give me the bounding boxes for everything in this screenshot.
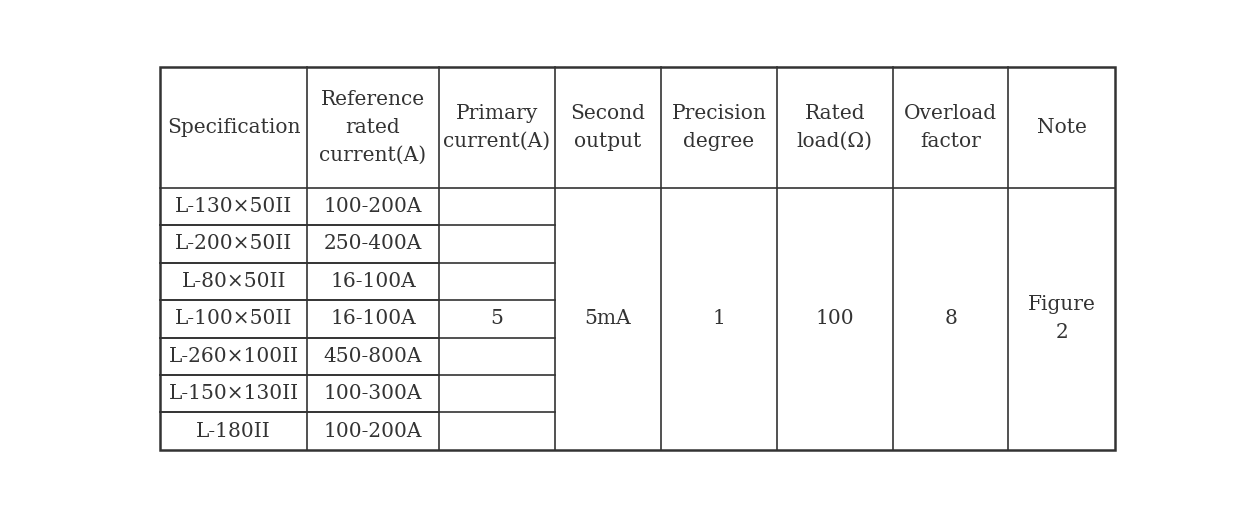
Text: Figure
2: Figure 2 [1028,295,1096,343]
Text: Specification: Specification [167,118,300,137]
Text: L-180II: L-180II [197,421,271,440]
Text: 250-400A: 250-400A [323,234,422,253]
Text: Reference
rated
current(A): Reference rated current(A) [320,90,427,165]
Text: L-200×50II: L-200×50II [175,234,292,253]
Text: Overload
factor: Overload factor [904,104,998,151]
Text: Precision
degree: Precision degree [672,104,766,151]
Text: 450-800A: 450-800A [323,347,422,366]
Text: Note: Note [1036,118,1086,137]
Text: L-80×50II: L-80×50II [182,272,286,291]
Text: 16-100A: 16-100A [330,309,415,328]
Text: 8: 8 [944,309,957,328]
Text: L-100×50II: L-100×50II [175,309,292,328]
Text: 5: 5 [490,309,503,328]
Text: 100-300A: 100-300A [323,384,422,403]
Text: 100-200A: 100-200A [323,197,422,216]
Text: Second
output: Second output [570,104,646,151]
Text: Rated
load(Ω): Rated load(Ω) [796,104,873,151]
Text: L-150×130II: L-150×130II [169,384,299,403]
Text: 16-100A: 16-100A [330,272,415,291]
Text: 100-200A: 100-200A [323,421,422,440]
Text: 5mA: 5mA [585,309,631,328]
Text: L-130×50II: L-130×50II [175,197,292,216]
Text: L-260×100II: L-260×100II [169,347,299,366]
Text: 100: 100 [815,309,855,328]
Text: 1: 1 [713,309,725,328]
Text: Primary
current(A): Primary current(A) [443,104,550,151]
